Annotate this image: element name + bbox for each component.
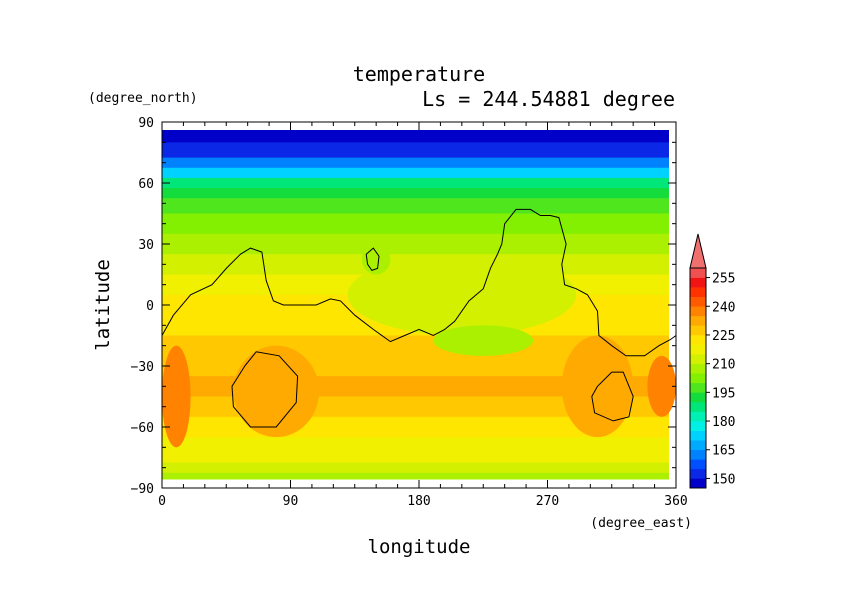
field-band [162,452,669,464]
colorbar-segment [690,382,706,393]
colorbar-segment [690,478,706,489]
colorbar-tick-label: 195 [712,386,735,401]
x-tick-label: 90 [283,494,299,509]
y-tick-label: −90 [131,482,154,497]
contour-line [591,371,634,422]
y-tick-label: 30 [138,238,154,253]
colorbar-tick-label: 180 [712,415,735,430]
colorbar-segment [690,468,706,479]
contour-lines [162,208,676,428]
colorbar-tick-label: 240 [712,300,735,315]
y-tick-label: −30 [131,360,154,375]
field-band [162,188,669,199]
y-tick-label: −60 [131,421,154,436]
colorbar: 150 165 180 195 210 225 240 255 [689,233,735,489]
x-tick-label: 270 [536,494,559,509]
field-band [162,130,669,143]
colorbar-segment [690,363,706,374]
colorbar-tick-label: 165 [712,444,735,459]
axis-ticks: 0 90 180 270 360 90 60 30 0 −30 −60 −90 [131,116,688,509]
warm-region [233,345,320,438]
contour-line [162,208,676,357]
field-band [162,198,669,214]
colorbar-segment [690,315,706,326]
field-band [162,437,669,453]
colorbar-tick-label: 255 [712,272,735,287]
colorbar-segment [690,325,706,336]
colorbar-segment [690,268,706,278]
colorbar-segment [690,449,706,460]
colorbar-segment [690,296,706,307]
x-axis-label: longitude [368,536,471,558]
warm-region [162,345,191,448]
colorbar-tick-label: 210 [712,358,735,373]
chart-title: temperature [353,62,485,86]
colorbar-segment [690,306,706,317]
temperature-field [162,130,676,480]
y-tick-label: 0 [146,299,154,314]
colorbar-segment [690,334,706,345]
chart-subtitle: Ls = 244.54881 degree [422,87,675,111]
contour-line [231,351,299,428]
colorbar-segment [690,277,706,288]
colorbar-segment [690,392,706,403]
colorbar-segment [690,411,706,422]
contour-line [365,247,380,271]
field-band [162,167,669,179]
field-band [162,233,669,255]
colorbar-segment [690,354,706,364]
field-band [162,213,669,235]
colorbar-segment [690,421,706,431]
y-tick-label: 60 [138,177,154,192]
field-band [162,462,669,474]
field-band [162,142,669,159]
cool-region [347,254,577,336]
colorbar-overflow-arrow [689,233,707,269]
colorbar-segment [690,373,706,384]
colorbar-segment [690,287,706,297]
y-unit-label: (degree_north) [88,91,198,106]
colorbar-frame [689,267,707,489]
colorbar-segment [690,459,706,470]
x-tick-label: 360 [664,494,687,509]
warm-region [647,355,676,417]
x-unit-label: (degree_east) [590,516,692,531]
y-tick-label: 90 [138,116,154,131]
x-tick-label: 180 [407,494,430,509]
field-band [162,472,669,480]
field-band [162,157,669,169]
colorbar-tick-label: 225 [712,329,735,344]
cool-region [433,325,534,356]
colorbar-tick-label: 150 [712,472,735,487]
cool-region [361,244,391,275]
colorbar-segment [690,344,706,355]
y-axis-label: latitude [92,259,114,351]
colorbar-segment [690,401,706,412]
colorbar-segment [690,430,706,441]
x-tick-label: 0 [158,494,166,509]
colorbar-segment [690,440,706,451]
field-band [162,177,669,189]
